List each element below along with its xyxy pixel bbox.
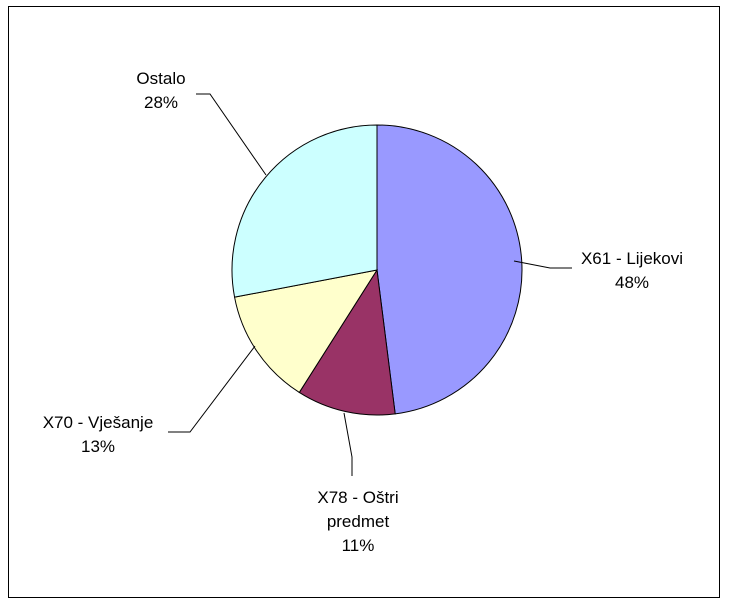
- slice-category-label: X70 - Vješanje: [43, 413, 154, 432]
- slice-labels: X61 - Lijekovi 48% X78 - Oštri predmet 11% X7…: [43, 69, 683, 555]
- pie-slice-4: [231, 124, 378, 298]
- leader-line-2: [343, 412, 353, 476]
- slice-percent-label: 13%: [81, 437, 115, 456]
- pie-slice-3: [233, 269, 379, 394]
- leader-lines: [168, 93, 572, 476]
- slice-category-label: X78 - Oštri: [317, 488, 398, 507]
- slice-percent-label: 28%: [144, 93, 178, 112]
- pie-slices: [231, 124, 523, 416]
- slice-category-label: predmet: [327, 512, 390, 531]
- slice-category-label: Ostalo: [136, 69, 185, 88]
- slice-category-label: X61 - Lijekovi: [581, 249, 683, 268]
- leader-line-1: [513, 260, 572, 269]
- leader-line-4: [196, 93, 267, 176]
- pie-slice-1: [376, 124, 523, 415]
- slice-percent-label: 48%: [615, 273, 649, 292]
- slice-percent-label: 11%: [342, 536, 375, 555]
- leader-line-3: [168, 345, 256, 433]
- pie-slice-2: [298, 268, 396, 416]
